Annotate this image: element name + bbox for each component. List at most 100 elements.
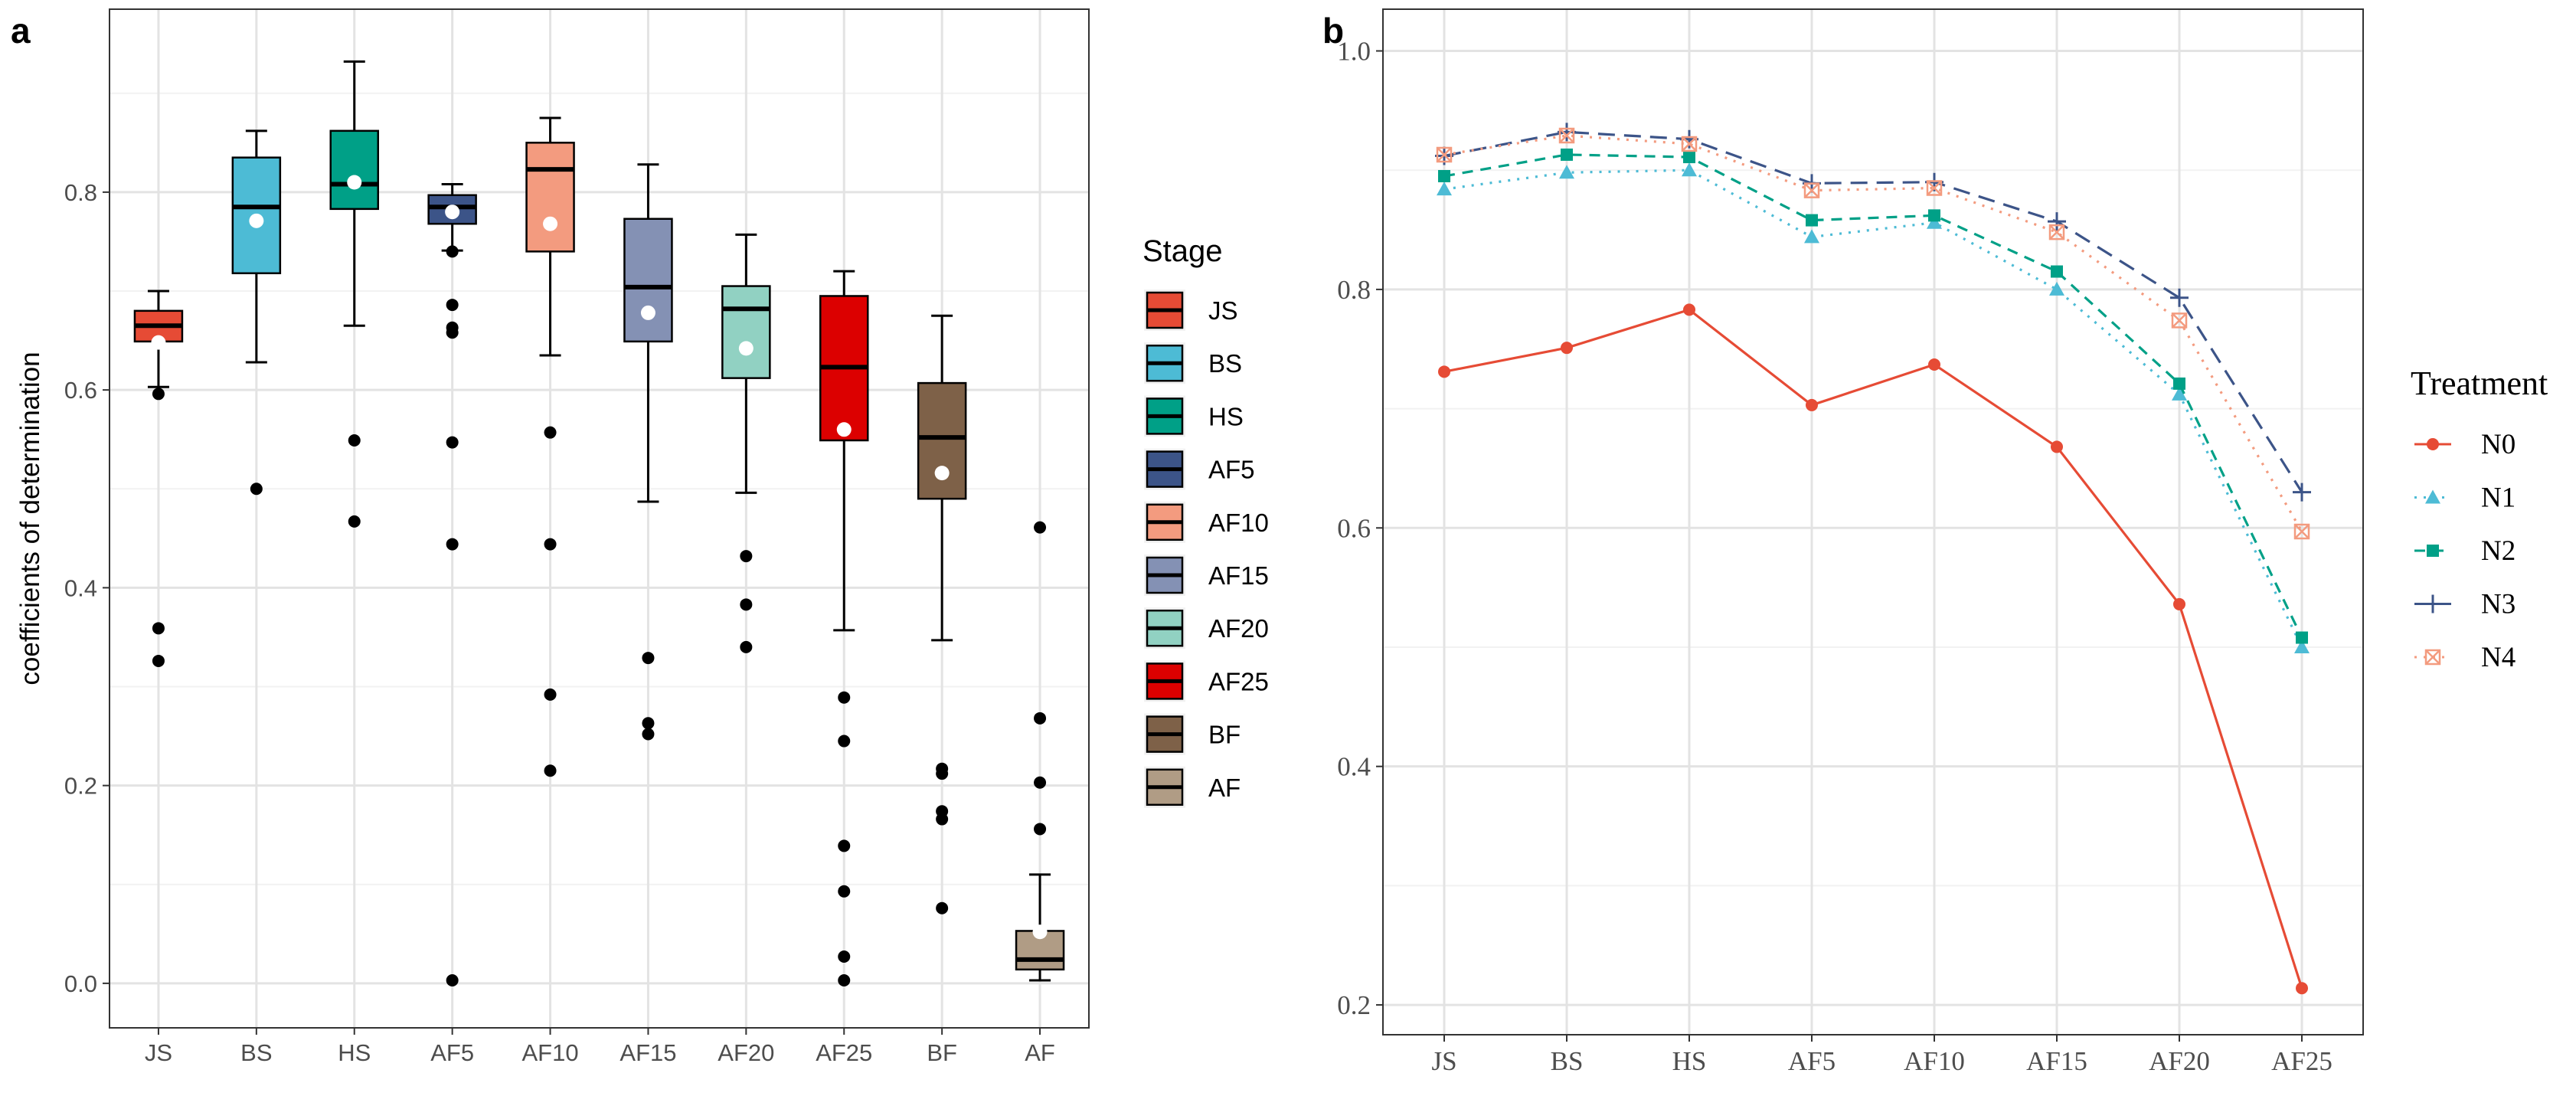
box-outlier: [838, 839, 851, 852]
box-mean-point: [738, 341, 754, 356]
legend-title: Stage: [1143, 234, 1223, 268]
y-tick-label: 0.0: [64, 970, 97, 997]
series-marker: [1559, 165, 1574, 179]
x-tick-label: BS: [1551, 1046, 1584, 1076]
box-mean-point: [151, 335, 166, 350]
box-outlier: [838, 691, 851, 704]
series-marker: [2293, 523, 2310, 540]
series-line: [1443, 153, 2303, 639]
y-tick-label: 0.4: [64, 574, 97, 601]
box-outlier: [838, 885, 851, 898]
series-marker: [2170, 288, 2189, 307]
series-marker: [2173, 377, 2185, 390]
series-marker: [1438, 169, 1450, 182]
series-marker: [2296, 982, 2308, 995]
legend-label: BS: [1208, 349, 1242, 378]
x-tick-label: AF25: [816, 1039, 872, 1066]
box-outlier: [740, 550, 753, 563]
series-marker: [1558, 127, 1575, 144]
legend-item-af: AF: [1144, 766, 1241, 808]
legend-label: AF10: [1208, 509, 1269, 537]
box-mean-point: [1032, 924, 1048, 940]
box-mean-point: [249, 213, 264, 228]
series-marker: [1927, 214, 1942, 229]
x-tick-label: HS: [1672, 1046, 1707, 1076]
box-iqr: [917, 381, 967, 500]
box-iqr: [525, 142, 575, 253]
box-outlier: [838, 974, 851, 987]
y-tick-label: 0.6: [1337, 513, 1371, 543]
series-marker: [2171, 312, 2188, 329]
legend-label: AF5: [1208, 456, 1255, 484]
box-mean-point: [347, 175, 362, 190]
series-line: [1443, 130, 2303, 493]
box-outlier: [838, 950, 851, 963]
legend-item-n3: N3: [2411, 583, 2516, 625]
y-tick-label: 0.6: [64, 377, 97, 404]
x-tick-label: AF10: [521, 1039, 578, 1066]
series-marker: [2427, 438, 2439, 450]
legend-item-n2: N2: [2411, 530, 2516, 571]
box-outlier: [544, 688, 557, 701]
series-n1: [1437, 162, 2310, 653]
box-outlier: [1034, 712, 1047, 725]
box-outlier: [544, 764, 557, 777]
panel-b-border: [1382, 8, 2364, 1035]
series-marker: [1561, 342, 1573, 355]
box-mean-point: [836, 422, 852, 437]
series-marker: [1682, 162, 1697, 177]
x-tick-label: AF: [1025, 1039, 1055, 1066]
series-marker: [1806, 214, 1818, 227]
box-hs: [329, 60, 379, 528]
x-tick-label: AF20: [2149, 1046, 2210, 1076]
legend-item-n4: N4: [2411, 636, 2516, 678]
series-marker: [2296, 631, 2308, 644]
panel-b-label: b: [1322, 11, 1344, 51]
series-marker: [1928, 209, 1940, 222]
series-marker: [2048, 212, 2066, 231]
legend-label: JS: [1208, 296, 1238, 325]
legend-item-n0: N0: [2411, 424, 2516, 465]
legend-item-af10: AF10: [1144, 501, 1269, 543]
x-tick-label: AF20: [718, 1039, 774, 1066]
legend-label: N1: [2481, 483, 2516, 514]
x-tick-label: AF5: [430, 1039, 474, 1066]
y-axis-title: coefficients of determination: [15, 352, 45, 685]
x-tick-label: AF15: [619, 1039, 676, 1066]
box-af5: [427, 183, 477, 987]
box-outlier: [936, 767, 949, 780]
series-marker: [2424, 594, 2442, 613]
series-marker: [1681, 136, 1698, 152]
box-af20: [721, 233, 771, 653]
box-outlier: [544, 426, 557, 439]
box-outlier: [348, 433, 361, 447]
series-line: [1443, 168, 2303, 648]
x-tick-label: JS: [1431, 1046, 1456, 1076]
box-outlier: [348, 515, 361, 528]
legend-item-n1: N1: [2411, 476, 2516, 519]
legend-label: AF: [1208, 774, 1241, 802]
legend-item-af15: AF15: [1144, 555, 1269, 596]
legend-item-af5: AF5: [1144, 448, 1255, 490]
box-mean-point: [543, 216, 558, 231]
series-line: [1443, 308, 2303, 989]
box-mean-point: [640, 305, 655, 320]
box-iqr: [721, 285, 771, 379]
series-marker: [2427, 545, 2439, 557]
box-outlier: [446, 245, 459, 258]
x-tick-label: HS: [338, 1039, 371, 1066]
series-marker: [2051, 265, 2063, 278]
box-af15: [623, 163, 673, 741]
series-n2: [1438, 148, 2308, 644]
box-outlier: [936, 901, 949, 914]
box-outlier: [642, 728, 655, 741]
box-outlier: [446, 436, 459, 449]
box-outlier: [152, 622, 165, 635]
x-tick-label: BS: [240, 1039, 272, 1066]
series-marker: [2293, 483, 2311, 502]
x-tick-label: JS: [145, 1039, 172, 1066]
y-tick-label: 0.2: [1337, 990, 1371, 1020]
legend-label: N2: [2481, 535, 2516, 567]
legend-label: AF25: [1208, 667, 1269, 695]
panel-b-line-chart: b 0.2 0.4 0.6 0.8 1.0 JS BS HS AF5 AF10 AF15 AF20 AF2…: [1322, 8, 2548, 1076]
